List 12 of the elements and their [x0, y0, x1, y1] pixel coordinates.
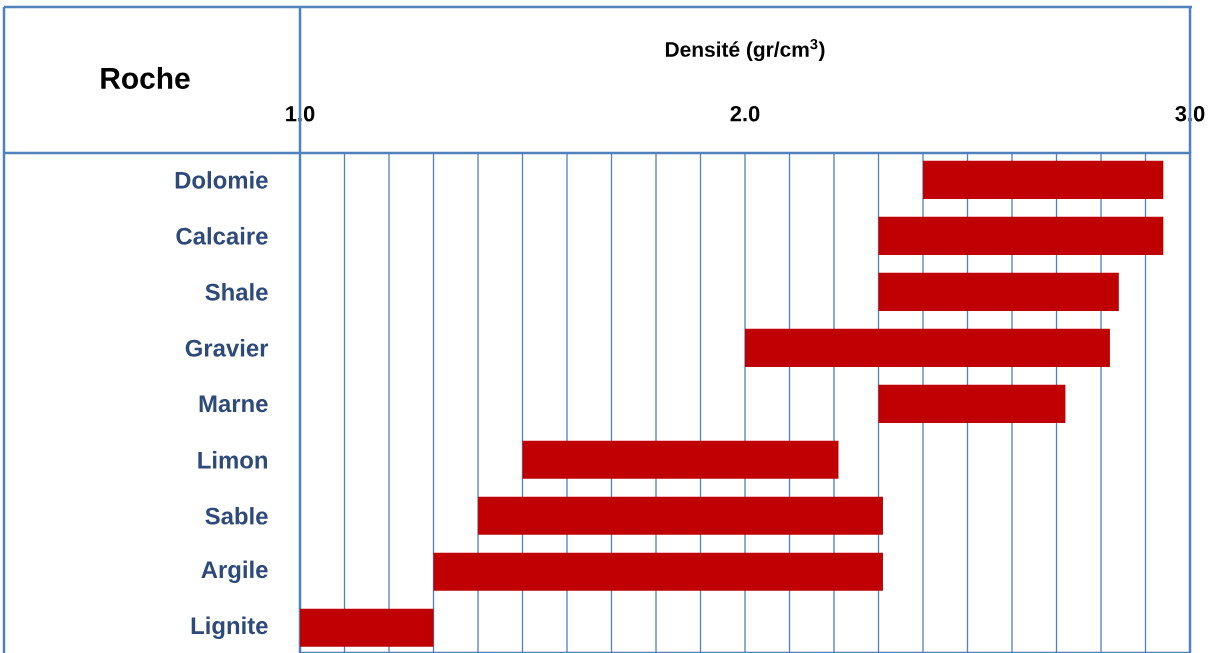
y-tick-label: Argile — [201, 560, 268, 584]
y-tick-label: Limon — [198, 451, 268, 469]
y-tick-label: Calcaire — [176, 227, 268, 245]
y-tick-label: Marne — [199, 395, 268, 413]
y-tick-label: Dolomie — [175, 171, 268, 189]
x-tick-label: 2.0 — [730, 105, 760, 122]
y-axis-title: Roche — [101, 67, 190, 89]
x-axis-title: Densité (gr/cm$^{3}$) — [665, 38, 825, 62]
y-tick-label: Lignite — [191, 616, 268, 639]
y-tick-label: Sable — [205, 507, 268, 525]
y-tick-label: Shale — [205, 283, 268, 301]
y-tick-label: Gravier — [185, 339, 269, 357]
